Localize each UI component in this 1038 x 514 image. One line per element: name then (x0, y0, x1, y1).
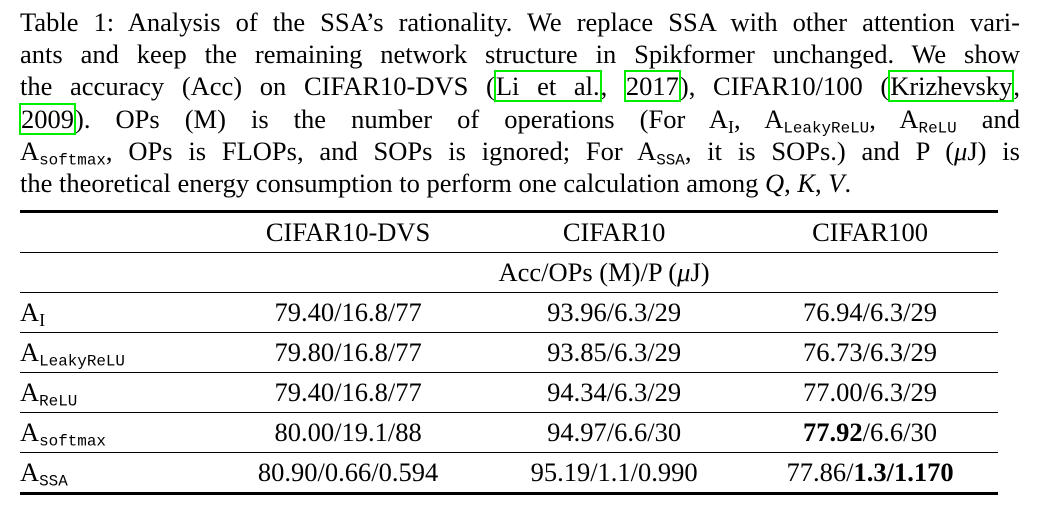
caption-line: 2009). OPs (M) is the number of operatio… (19, 102, 1021, 138)
row-label-a-softmax: Asoftmax (20, 412, 210, 453)
table-row: AReLU 79.40/16.8/77 94.34/6.3/29 77.00/6… (20, 372, 998, 413)
math-a-relu: AReLU (899, 103, 957, 138)
table-cell: 77.00/6.3/29 (742, 372, 998, 413)
table-cell-best: 95.19/1.1/0.990 (486, 452, 743, 495)
table-cell: 79.40/16.8/77 (210, 372, 487, 413)
caption-line: ants and keep the remaining network stru… (20, 39, 1020, 70)
caption-line: the theoretical energy consumption to pe… (20, 168, 852, 199)
table-cell: 76.94/6.3/29 (742, 292, 998, 333)
caption-table-label: Table 1: (20, 7, 128, 37)
caption-line: Asoftmax, OPs is FLOPs, and SOPs is igno… (20, 135, 1020, 170)
citation-link-li-year[interactable]: 2017 (623, 70, 681, 103)
table-cell-best: 80.90/0.66/0.594 (210, 452, 487, 495)
math-mu: μ (954, 135, 968, 166)
citation-link-krizhevsky-author[interactable]: Krizhevsky (888, 70, 1015, 103)
table-cell: 93.96/6.3/29 (486, 292, 743, 333)
math-k: K (797, 168, 816, 199)
citation-link-li-author[interactable]: Li et al. (493, 70, 602, 103)
table-cell: 77.92/6.6/30 (742, 412, 998, 453)
metric-label: Acc/OPs (M)/P (μJ) (210, 252, 998, 293)
caption-line: the accuracy (Acc) on CIFAR10-DVS (Li et… (20, 70, 1020, 103)
citation-link-krizhevsky-year[interactable]: 2009 (19, 102, 76, 135)
table-cell: 77.86/1.3/1.170 (742, 452, 998, 495)
math-a-i: AI (708, 103, 734, 137)
math-v: V (828, 168, 845, 199)
table-row: ALeakyReLU 79.80/16.8/77 93.85/6.3/29 76… (20, 332, 998, 373)
table-metric-row: Acc/OPs (M)/P (μJ) (20, 252, 998, 293)
table-cell: 76.73/6.3/29 (742, 332, 998, 373)
table-cell: 80.00/19.1/88 (210, 412, 487, 453)
row-label-a-relu: AReLU (20, 372, 210, 413)
table-cell: 79.80/16.8/77 (210, 332, 487, 373)
table-row: AI 79.40/16.8/77 93.96/6.3/29 76.94/6.3/… (20, 292, 998, 333)
results-table: CIFAR10-DVS CIFAR10 CIFAR100 Acc/OPs (M)… (20, 210, 998, 495)
table-caption: Table 1: Analysis of the SSA’s rationali… (19, 6, 1021, 199)
header-cifar10: CIFAR10 (486, 210, 743, 253)
header-empty-cell (20, 210, 210, 253)
table-row: ASSA 80.90/0.66/0.594 95.19/1.1/0.990 77… (20, 452, 998, 495)
table-cell: 94.34/6.3/29 (486, 372, 743, 413)
row-label-a-i: AI (20, 292, 210, 333)
row-label-a-ssa: ASSA (20, 452, 210, 495)
row-label-a-leakyrelu: ALeakyReLU (20, 332, 210, 373)
table-cell: 79.40/16.8/77 (210, 292, 487, 333)
table-header-row: CIFAR10-DVS CIFAR10 CIFAR100 (20, 210, 998, 253)
math-a-ssa: ASSA (637, 135, 685, 170)
table-row: Asoftmax 80.00/19.1/88 94.97/6.6/30 77.9… (20, 412, 998, 453)
header-cifar10-dvs: CIFAR10-DVS (210, 210, 487, 253)
math-q: Q (764, 168, 785, 199)
bold-value: 1.3/1.170 (853, 457, 954, 487)
math-a-softmax: Asoftmax (20, 135, 106, 170)
math-a-leakyrelu: ALeakyReLU (764, 103, 870, 138)
caption-line: Table 1: Analysis of the SSA’s rationali… (20, 7, 1020, 37)
table-cell: 93.85/6.3/29 (486, 332, 743, 373)
header-cifar100: CIFAR100 (742, 210, 998, 253)
bold-value: 77.92 (803, 417, 863, 447)
table-cell: 94.97/6.6/30 (486, 412, 743, 453)
